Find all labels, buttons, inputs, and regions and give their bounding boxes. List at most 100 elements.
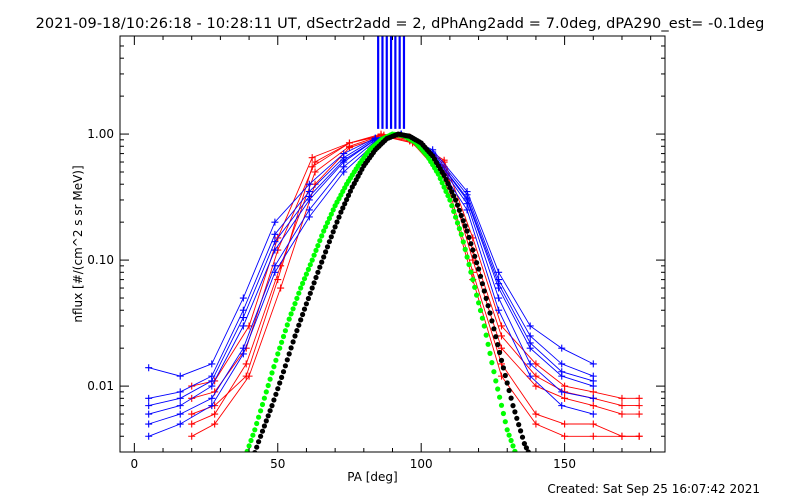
series-11-point-132 (493, 378, 499, 384)
x-tick-label-1: 50 (270, 457, 285, 471)
series-12-point-11 (267, 408, 273, 414)
y-axis-label: nflux [#/(cm^2 s sr MeV)] (71, 165, 85, 322)
series-11-point-142 (512, 448, 518, 452)
series-11-point-9 (258, 408, 264, 414)
series-1-red (188, 131, 643, 418)
series-11-point-0 (241, 459, 246, 464)
series-4-point-3 (277, 284, 285, 292)
series-12-point-35 (313, 274, 319, 281)
series-10-point-5 (305, 192, 313, 200)
series-12-point-9 (263, 418, 269, 424)
series-12-point-147 (528, 454, 533, 459)
series-10-point-2 (208, 377, 216, 385)
series-12-point-21 (286, 351, 292, 357)
series-9-point-0 (145, 432, 153, 440)
series-12-point-24 (292, 333, 298, 339)
series-11-point-32 (301, 276, 308, 282)
series-11-point-38 (313, 247, 319, 253)
series-3-point-15 (635, 394, 643, 402)
series-12-point-4 (254, 444, 260, 450)
series-11-point-114 (458, 231, 464, 237)
series-11-point-144 (516, 459, 521, 464)
series-7-point-5 (305, 206, 313, 214)
series-12-point-103 (443, 176, 449, 183)
x-tick-label-0: 0 (131, 457, 139, 471)
x-tick-label-3: 150 (553, 457, 576, 471)
series-11-point-113 (456, 226, 462, 232)
series-12-point-112 (460, 218, 466, 224)
series-12-point-2 (250, 456, 255, 461)
series-12-point-53 (347, 188, 353, 194)
series-2-point-1 (211, 410, 219, 418)
series-12-point-8 (261, 423, 267, 429)
series-11-point-30 (298, 285, 304, 291)
series-12-point-23 (290, 339, 296, 345)
series-12-point-26 (296, 322, 302, 328)
series-9-point-1 (176, 420, 184, 428)
series-12-point-19 (282, 363, 288, 369)
series-11-point-8 (256, 414, 262, 420)
series-11-point-1 (243, 454, 248, 459)
series-12-point-49 (340, 205, 346, 211)
series-11-point-119 (468, 269, 474, 275)
series-11-point-21 (280, 333, 287, 340)
series-12-point-31 (305, 295, 311, 302)
series-12-point-38 (319, 259, 325, 265)
series-10-point-3 (239, 314, 247, 322)
series-12-point-34 (311, 280, 317, 286)
series-11-point-6 (252, 427, 258, 433)
series-12-point-25 (294, 328, 300, 334)
series-11-point-24 (286, 316, 292, 322)
series-1-point-14 (618, 410, 626, 418)
series-12-point-130 (495, 342, 501, 348)
series-12-black (247, 131, 538, 471)
series-12-point-150 (533, 466, 538, 471)
series-11-point-11 (261, 395, 267, 401)
series-10-point-6 (340, 156, 348, 164)
series-12-point-52 (345, 192, 352, 198)
series-8-point-3 (239, 294, 247, 302)
series-12-point-102 (441, 172, 447, 178)
series-11-point-120 (470, 277, 476, 283)
series-12-point-47 (336, 214, 342, 220)
series-11-point-135 (498, 402, 505, 408)
series-8-point-5 (305, 180, 313, 188)
series-11-point-16 (271, 364, 277, 370)
series-11-point-117 (464, 254, 470, 260)
series-8-point-10 (463, 188, 471, 196)
series-4-point-0 (188, 432, 196, 440)
series-4-point-13 (589, 432, 597, 440)
series-12-point-122 (479, 281, 485, 287)
series-2-point-4 (311, 168, 319, 176)
series-8-line (148, 133, 594, 377)
series-11-point-108 (447, 197, 453, 203)
series-11-point-33 (303, 271, 309, 277)
series-12-point-0 (247, 466, 252, 471)
series-12-point-144 (521, 441, 528, 447)
series-10-point-10 (463, 194, 471, 202)
series-2-point-11 (532, 410, 540, 418)
series-2-point-13 (589, 420, 597, 428)
series-6-line (148, 133, 594, 399)
series-3-point-4 (308, 154, 316, 162)
series-12-point-104 (445, 181, 451, 187)
series-11-point-104 (439, 180, 445, 186)
series-11-point-112 (454, 220, 461, 226)
series-11-green (241, 131, 521, 464)
series-12-point-146 (525, 449, 531, 452)
created-timestamp: Created: Sat Sep 25 16:07:42 2021 (547, 482, 760, 496)
series-0-point-15 (635, 402, 643, 410)
series-11-point-43 (323, 224, 329, 230)
series-0-point-10 (498, 332, 505, 340)
series-5-point-4 (271, 246, 279, 254)
series-11-point-14 (267, 376, 273, 382)
series-11-point-127 (483, 332, 489, 338)
y-tick-label-2: 1.00 (87, 127, 114, 141)
series-3-point-10 (498, 322, 505, 330)
series-12-point-121 (477, 273, 484, 279)
series-11-point-4 (248, 437, 254, 444)
series-7-point-13 (558, 388, 566, 396)
series-8-point-14 (589, 360, 597, 368)
series-4-point-2 (245, 372, 253, 380)
series-12-point-40 (323, 249, 329, 255)
